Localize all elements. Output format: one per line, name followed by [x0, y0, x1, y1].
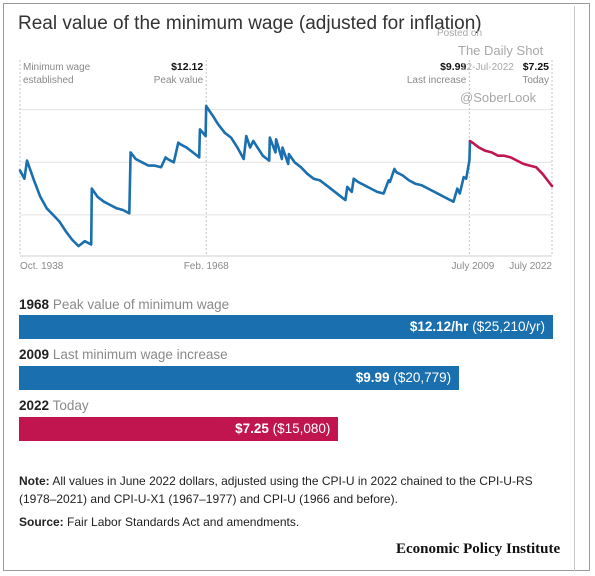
bar-hourly-value: $7.25	[235, 421, 269, 436]
bar-hourly-value: $12.12/hr	[409, 319, 469, 334]
line-chart: Oct. 1938 Feb. 1968 July 2009 July 2022 Mini…	[18, 60, 554, 272]
annotation-value: $7.25	[523, 61, 549, 73]
x-tick-label: July 2022	[509, 261, 552, 272]
bar-1968: $12.12/hr ($25,210/yr)	[19, 315, 553, 339]
annotation-label: Peak value	[154, 75, 204, 86]
series-line-0	[18, 104, 472, 248]
series-line-1	[468, 139, 554, 188]
watermark-posted-on: Posted on	[437, 28, 483, 39]
chart-title: Real value of the minimum wage (adjusted…	[18, 13, 482, 34]
bar-yearly-value: ($20,779)	[393, 370, 452, 385]
figure-frame	[3, 3, 590, 571]
bar-hourly-value: $9.99	[355, 370, 390, 385]
figure-frame-right-edge	[574, 6, 575, 571]
source-body: Fair Labor Standards Act and amendments.	[67, 515, 300, 529]
bar-yearly-value: ($25,210/yr)	[472, 319, 545, 334]
x-tick-label: Feb. 1968	[184, 261, 229, 272]
note-label: Note:	[19, 474, 50, 488]
bar-heading-2009: 2009 Last minimum wage increase	[19, 347, 228, 362]
publisher-logo: Economic Policy Institute	[396, 541, 561, 557]
watermark-handle: @SoberLook	[460, 90, 537, 105]
bar-description: Last minimum wage increase	[52, 347, 228, 362]
x-tick-label: July 2009	[452, 261, 495, 272]
note-text: Note: All values in June 2022 dollars, a…	[19, 472, 559, 508]
bar-description: Peak value of minimum wage	[52, 297, 230, 312]
source-label: Source:	[19, 515, 64, 529]
note-body: All values in June 2022 dollars, adjuste…	[19, 474, 533, 506]
annotation-value: $9.99	[440, 61, 466, 73]
bar-heading-2022: 2022 Today	[19, 398, 89, 413]
annotation-label: established	[23, 75, 74, 86]
bar-2022: $7.25 ($15,080)	[19, 417, 339, 441]
bar-year: 2009	[19, 347, 50, 362]
bar-yearly-value: ($15,080)	[272, 421, 331, 436]
annotation-label: Last increase	[407, 75, 467, 86]
annotation-label: Today	[522, 75, 549, 86]
bar-heading-1968: 1968 Peak value of minimum wage	[19, 297, 229, 312]
watermark-source-name: The Daily Shot	[458, 43, 544, 58]
bar-description: Today	[52, 398, 89, 413]
x-tick-label: Oct. 1938	[20, 261, 64, 272]
source-text: Source: Fair Labor Standards Act and ame…	[19, 515, 299, 529]
bar-year: 2022	[19, 398, 50, 413]
watermark-date: 12-Jul-2022	[461, 62, 514, 73]
bar-2009: $9.99 ($20,779)	[19, 366, 460, 390]
annotation-label: Minimum wage	[23, 62, 91, 73]
bar-year: 1968	[19, 297, 50, 312]
annotation-value: $12.12	[171, 61, 203, 73]
